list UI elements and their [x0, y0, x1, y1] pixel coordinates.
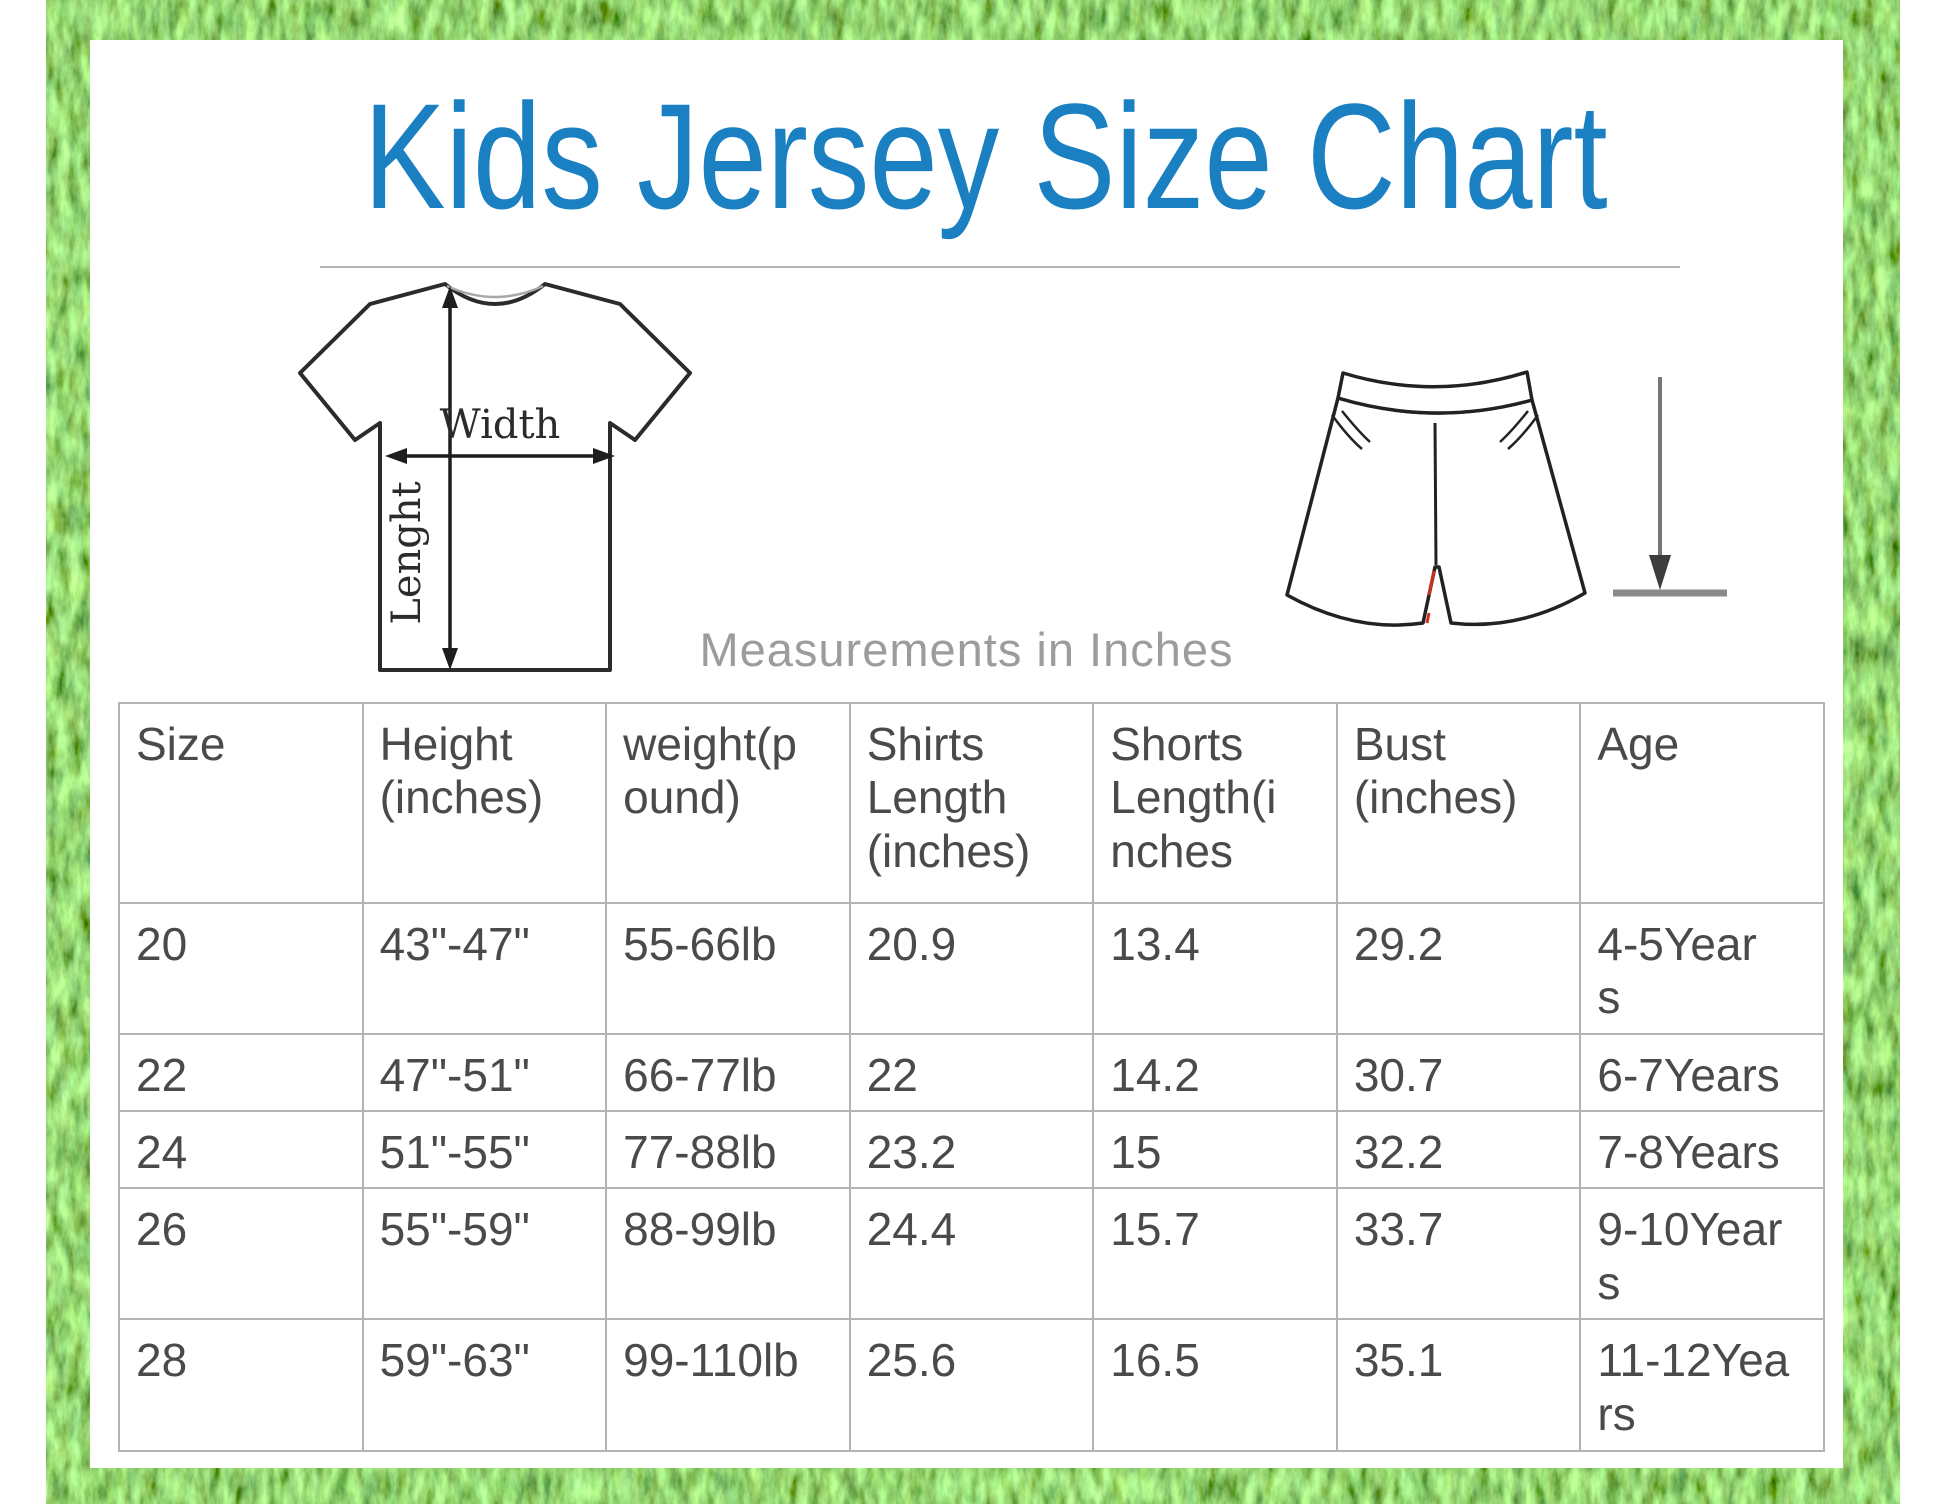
length-label: Lenght [384, 481, 430, 624]
table-cell: 20 [118, 902, 364, 1035]
table-cell: 55-66lb [605, 902, 851, 1035]
table-cell: 16.5 [1092, 1318, 1338, 1453]
table-cell: 24.4 [848, 1187, 1095, 1321]
table-cell: 43"-47" [361, 902, 608, 1035]
table-cell: 4-5Year s [1579, 902, 1825, 1035]
shorts-center-seam [1433, 422, 1438, 566]
table-cell: 35.1 [1335, 1318, 1582, 1453]
table-cell: 29.2 [1335, 902, 1582, 1035]
table-row: 20 43"-47" 55-66lb 20.9 13.4 29.2 4-5Year s [118, 902, 1825, 1035]
header-row: Size Height (inches) weight(p ound) Shirts … [118, 702, 1825, 904]
table-cell: 22 [118, 1032, 364, 1113]
table-cell: 26 [118, 1187, 364, 1321]
shorts-waistband [1336, 370, 1534, 415]
table-row: 28 59"-63" 99-110lb 25.6 16.5 35.1 11-12Yea rs [118, 1318, 1825, 1453]
table-cell: 47"-51" [361, 1032, 608, 1113]
table-cell: 9-10Year s [1579, 1187, 1825, 1321]
measurements-note: Measurements in Inches [699, 623, 1234, 676]
table-cell: 11-12Yea rs [1579, 1318, 1825, 1453]
size-table-container: Size Height (inches) weight(p ound) Shirts … [118, 702, 1825, 1453]
column-header: Age [1579, 702, 1825, 904]
column-header: Height (inches) [361, 702, 608, 904]
table-cell: 88-99lb [605, 1187, 851, 1321]
column-header: weight(p ound) [605, 702, 851, 904]
table-cell: 13.4 [1092, 902, 1338, 1035]
collar-back-line [446, 284, 544, 299]
table-cell: 30.7 [1335, 1032, 1582, 1113]
table-cell: 32.2 [1335, 1110, 1582, 1190]
width-arrow [385, 448, 615, 464]
tshirt-outline [298, 282, 692, 672]
table-cell: 14.2 [1092, 1032, 1338, 1113]
table-cell: 28 [118, 1318, 364, 1453]
shorts-length-arrow [1613, 377, 1727, 597]
table-cell: 99-110lb [605, 1318, 851, 1453]
table-row: 22 47"-51" 66-77lb 22 14.2 30.7 6-7Years [118, 1032, 1825, 1113]
table-cell: 23.2 [848, 1110, 1095, 1190]
table-cell: 20.9 [848, 902, 1095, 1035]
table-cell: 15 [1092, 1110, 1338, 1190]
table-cell: 25.6 [848, 1318, 1095, 1453]
column-header: Shorts Length(i nches [1092, 702, 1338, 904]
column-header: Size [118, 702, 364, 904]
table-cell: 51"-55" [361, 1110, 608, 1190]
page-title-text: Kids Jersey Size Chart [363, 72, 1608, 240]
table-cell: 15.7 [1092, 1187, 1338, 1321]
tshirt-diagram: Width Lenght [298, 282, 692, 672]
table-cell: 33.7 [1335, 1187, 1582, 1321]
size-chart-card: Kids Jersey Size Chart Width Lenght [90, 40, 1843, 1468]
table-cell: 66-77lb [605, 1032, 851, 1113]
table-row: 24 51"-55" 77-88lb 23.2 15 32.2 7-8Years [118, 1110, 1825, 1190]
size-table: Size Height (inches) weight(p ound) Shirts … [118, 702, 1825, 1453]
title-divider [320, 266, 1680, 268]
table-row: 26 55"-59" 88-99lb 24.4 15.7 33.7 9-10Year s [118, 1187, 1825, 1321]
column-header: Bust (inches) [1335, 702, 1582, 904]
table-cell: 77-88lb [605, 1110, 851, 1190]
red-stitch-marks [1425, 570, 1436, 624]
page-title: Kids Jersey Size Chart [128, 74, 1843, 239]
table-cell: 55"-59" [361, 1187, 608, 1321]
table-cell: 22 [848, 1032, 1095, 1113]
width-label: Width [440, 402, 561, 448]
table-cell: 7-8Years [1579, 1110, 1825, 1190]
table-cell: 59"-63" [361, 1318, 608, 1453]
length-arrow [442, 286, 458, 670]
column-header: Shirts Length (inches) [848, 702, 1095, 904]
table-cell: 24 [118, 1110, 364, 1190]
shorts-diagram [1285, 370, 1727, 627]
shorts-pockets [1330, 410, 1540, 450]
table-cell: 6-7Years [1579, 1032, 1825, 1113]
